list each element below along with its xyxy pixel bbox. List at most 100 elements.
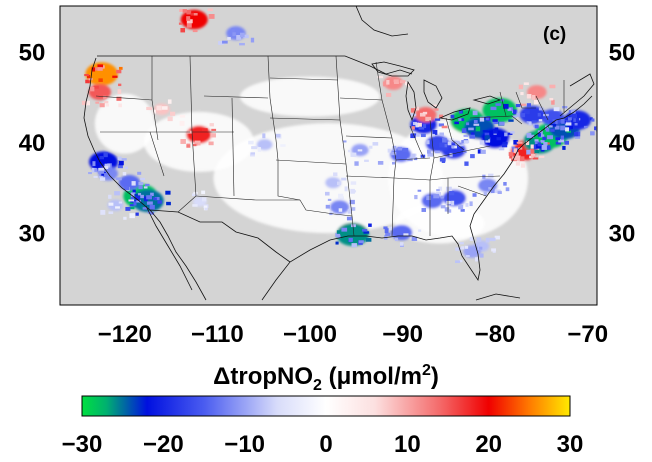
no2-speckle-cell [94,168,98,172]
no2-speckle-cell [250,153,255,157]
no2-speckle-cell [236,35,242,40]
no2-speckle-cell [512,115,517,118]
no2-speckle-cell [458,110,463,114]
us-mexico-border [149,209,291,263]
no2-speckle-cell [450,114,455,119]
no2-speckle-cell [458,144,464,147]
colorbar-tick-label: −20 [143,431,184,458]
no2-speckle-cell [481,116,488,120]
no2-speckle-cell [539,134,545,138]
no2-speckle-cell [543,113,549,117]
no2-speckle-cell [524,110,530,115]
no2-speckle-cell [257,147,261,152]
no2-speckle-cell [192,29,198,33]
lake-michigan [405,80,417,122]
no2-speckle-cell [439,132,444,136]
latitude-tick-label-left: 40 [19,130,46,157]
no2-speckle-cell [363,231,370,234]
no2-speckle-cell [99,103,105,108]
no2-speckle-cell [534,124,539,129]
no2-speckle-cell [146,195,152,200]
no2-speckle-cell [404,81,410,86]
colorbar-tick-label: −10 [224,431,265,458]
no2-speckle-cell [537,142,541,147]
no2-speckle-cell [435,150,440,154]
no2-speckle-cell [384,228,389,234]
no2-speckle-cell [351,243,357,248]
no2-speckle-cell [461,140,465,144]
no2-speckle-cell [140,194,144,199]
no2-speckle-cell [192,204,198,207]
no2-cell [527,85,547,100]
no2-speckle-cell [549,97,554,101]
colorbar-title-subscript: 2 [313,377,322,394]
no2-speckle-cell [511,146,516,149]
no2-speckle-cell [99,177,106,181]
no2-speckle-cell [341,177,347,181]
no2-speckle-cell [346,216,353,221]
no2-speckle-cell [503,182,507,186]
no2-speckle-cell [93,85,99,89]
no2-speckle-cell [553,107,560,112]
no2-speckle-cell [464,245,469,249]
no2-speckle-cell [129,213,135,219]
no2-speckle-cell [515,152,519,157]
no2-speckle-cell [449,152,453,157]
no2-speckle-cell [138,182,144,186]
no2-speckle-cell [362,229,368,232]
colorbar-gradient [81,395,571,417]
no2-speckle-cell [464,161,469,166]
no2-speckle-cell [485,138,491,143]
no2-speckle-cell [407,157,413,162]
no2-speckle-cell [325,204,330,209]
no2-speckle-cell [583,125,588,129]
no2-speckle-cell [348,237,353,242]
no2-speckle-cell [84,74,89,77]
no2-speckle-cell [103,152,108,158]
no2-cell [180,9,208,30]
no2-speckle-cell [550,122,557,127]
no2-speckle-cell [93,175,98,178]
colorbar-tick-label: 10 [394,431,421,458]
no2-speckle-cell [123,216,127,220]
no2-speckle-cell [558,139,565,143]
no2-speckle-cell [567,125,574,130]
no2-speckle-cell [533,144,538,150]
no2-speckle-cell [518,147,523,150]
no2-speckle-cell [433,108,439,111]
no2-speckle-cell [418,126,425,130]
no2-speckle-cell [344,186,348,192]
no2-speckle-cell [86,75,91,79]
no2-speckle-cell [191,193,198,197]
no2-speckle-cell [431,133,435,137]
no2-speckle-cell [570,113,576,119]
no2-speckle-cell [117,156,122,161]
no2-speckle-cell [91,167,97,173]
no2-speckle-cell [474,257,479,262]
no2-speckle-cell [98,167,104,172]
no2-speckle-cell [335,241,339,245]
no2-speckle-cell [513,140,519,145]
no2-speckle-cell [523,82,529,86]
hudson-bay-coastline [355,6,409,37]
no2-speckle-cell [497,191,502,195]
no2-speckle-cell [516,141,523,144]
no2-speckle-cell [515,162,520,166]
no2-speckle-cell [135,195,141,201]
no2-speckle-cell [115,206,120,209]
no2-speckle-cell [531,120,537,123]
no2-speckle-cell [186,22,192,28]
colorbar-title-superscript: 2 [422,362,431,379]
no2-speckle-cell [451,200,455,206]
no2-speckle-cell [503,103,509,109]
no2-speckle-cell [166,201,171,206]
no2-speckle-cell [275,133,281,138]
no2-speckle-cell [532,95,536,100]
no2-speckle-cell [591,118,595,122]
no2-speckle-cell [461,128,467,133]
no2-speckle-cell [365,237,372,242]
no2-speckle-cell [180,27,186,33]
no2-speckle-cell [393,79,399,83]
no2-speckle-cell [335,233,341,237]
no2-speckle-cell [458,204,464,210]
